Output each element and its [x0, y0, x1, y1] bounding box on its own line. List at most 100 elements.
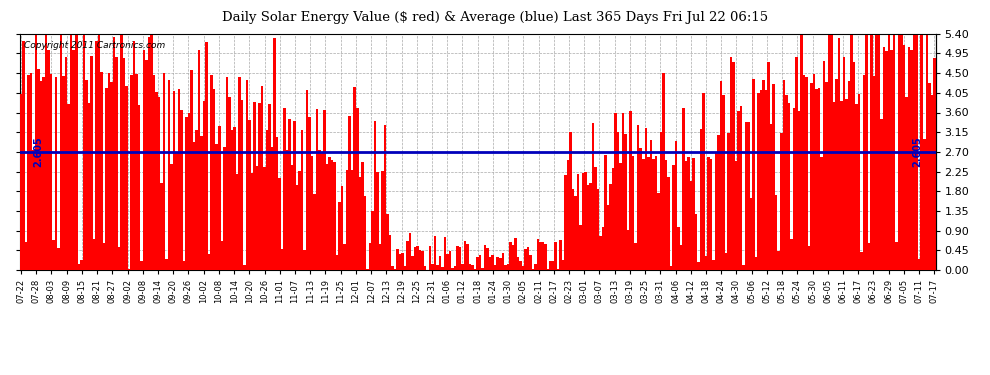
Bar	[383, 125, 386, 270]
Bar	[118, 248, 120, 270]
Bar	[60, 34, 62, 270]
Bar	[143, 50, 146, 270]
Bar	[361, 162, 363, 270]
Bar	[70, 34, 72, 270]
Bar	[870, 34, 873, 270]
Bar	[782, 80, 785, 270]
Bar	[705, 256, 707, 270]
Bar	[281, 249, 283, 270]
Bar	[491, 255, 494, 270]
Bar	[828, 34, 831, 270]
Bar	[632, 156, 635, 270]
Bar	[90, 56, 92, 270]
Bar	[755, 257, 757, 270]
Bar	[238, 78, 241, 270]
Bar	[198, 50, 200, 270]
Bar	[363, 196, 366, 270]
Bar	[175, 153, 178, 270]
Bar	[559, 240, 561, 270]
Bar	[800, 34, 803, 270]
Bar	[206, 42, 208, 270]
Text: 2.605: 2.605	[912, 136, 922, 167]
Bar	[615, 113, 617, 270]
Bar	[178, 88, 180, 270]
Text: 2.605: 2.605	[34, 136, 44, 167]
Bar	[105, 88, 108, 270]
Bar	[765, 90, 767, 270]
Bar	[913, 34, 916, 270]
Bar	[610, 184, 612, 270]
Bar	[203, 101, 206, 270]
Bar	[75, 34, 77, 270]
Bar	[622, 112, 625, 270]
Bar	[270, 147, 273, 270]
Bar	[471, 265, 474, 270]
Bar	[389, 235, 391, 270]
Bar	[667, 177, 669, 270]
Bar	[637, 125, 640, 270]
Bar	[577, 174, 579, 270]
Bar	[221, 241, 223, 270]
Bar	[725, 253, 728, 270]
Bar	[65, 57, 67, 270]
Bar	[458, 248, 461, 270]
Bar	[157, 98, 160, 270]
Bar	[630, 111, 632, 270]
Bar	[805, 77, 808, 270]
Bar	[680, 244, 682, 270]
Bar	[564, 175, 566, 270]
Text: Daily Solar Energy Value ($ red) & Average (blue) Last 365 Days Fri Jul 22 06:15: Daily Solar Energy Value ($ red) & Avera…	[222, 11, 768, 24]
Bar	[890, 50, 893, 270]
Bar	[749, 198, 752, 270]
Bar	[785, 94, 787, 270]
Bar	[730, 57, 733, 270]
Bar	[28, 75, 30, 270]
Bar	[346, 170, 348, 270]
Bar	[378, 244, 381, 270]
Bar	[376, 172, 378, 270]
Bar	[522, 266, 524, 270]
Bar	[718, 135, 720, 270]
Bar	[255, 166, 258, 270]
Bar	[248, 120, 250, 270]
Bar	[358, 177, 361, 270]
Text: Copyright 2011 Cartronics.com: Copyright 2011 Cartronics.com	[25, 41, 165, 50]
Bar	[589, 183, 592, 270]
Bar	[579, 225, 582, 270]
Bar	[195, 130, 198, 270]
Bar	[95, 41, 98, 270]
Bar	[798, 111, 800, 270]
Bar	[556, 269, 559, 270]
Bar	[150, 34, 152, 270]
Bar	[657, 193, 659, 270]
Bar	[770, 124, 772, 270]
Bar	[911, 50, 913, 270]
Bar	[916, 34, 918, 270]
Bar	[551, 261, 554, 270]
Bar	[757, 93, 760, 270]
Bar	[484, 246, 486, 270]
Bar	[612, 168, 615, 270]
Bar	[301, 130, 303, 270]
Bar	[424, 267, 427, 270]
Bar	[926, 34, 928, 270]
Bar	[592, 123, 594, 270]
Bar	[607, 205, 610, 270]
Bar	[275, 137, 278, 270]
Bar	[419, 250, 421, 270]
Bar	[895, 242, 898, 270]
Bar	[23, 41, 25, 270]
Bar	[775, 195, 777, 270]
Bar	[494, 266, 497, 270]
Bar	[185, 117, 188, 270]
Bar	[815, 88, 818, 270]
Bar	[40, 81, 43, 270]
Bar	[464, 242, 466, 270]
Bar	[446, 254, 448, 270]
Bar	[695, 214, 697, 270]
Bar	[456, 246, 458, 270]
Bar	[288, 120, 291, 270]
Bar	[136, 74, 138, 270]
Bar	[833, 102, 836, 270]
Bar	[767, 62, 770, 270]
